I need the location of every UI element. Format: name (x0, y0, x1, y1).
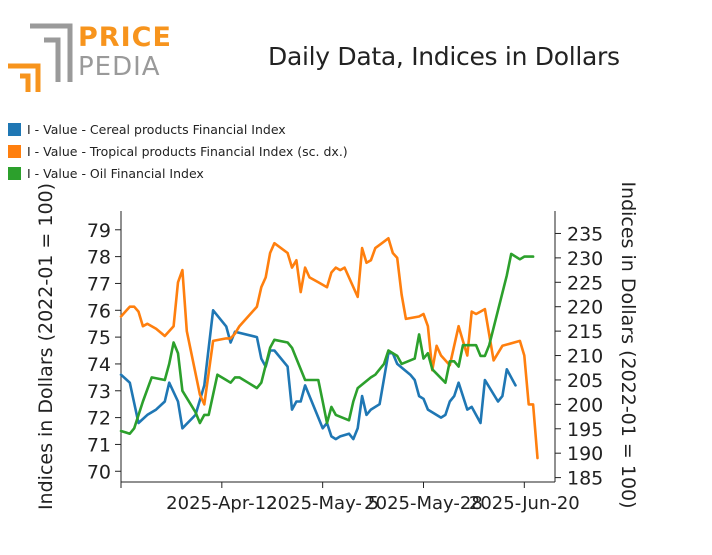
x-tick-label: 2025-Apr-12 (166, 493, 277, 514)
legend-swatch-oil (8, 166, 21, 180)
y-left-tick-label: 77 (87, 273, 111, 295)
legend-label-tropical: I - Value - Tropical products Financial … (27, 143, 348, 159)
y-right-axis-title: Indices in Dollars (2022-01 = 100) (617, 181, 639, 508)
y-left-tick-label: 70 (87, 461, 111, 483)
y-left-tick-label: 71 (87, 434, 111, 456)
series-line-1 (119, 237, 539, 460)
y-right-tick-label: 210 (567, 346, 603, 368)
pricepedia-logo: PRICE PEDIA (8, 22, 171, 92)
y-left-tick-label: 73 (87, 381, 111, 403)
y-right-tick-label: 215 (567, 321, 603, 343)
legend-label-cereal: I - Value - Cereal products Financial In… (27, 121, 286, 137)
x-tick-label: 2025-May- 5 (266, 493, 379, 514)
y-right-tick-label: 220 (567, 297, 603, 319)
x-tick-label: 2025-May-28 (364, 493, 483, 514)
legend-item-cereal[interactable]: I - Value - Cereal products Financial In… (8, 118, 348, 140)
y-left-tick-label: 75 (87, 327, 111, 349)
series-line-2 (119, 252, 535, 436)
y-left-tick-label: 76 (87, 300, 111, 322)
x-tick-label: 2025-Jun-20 (469, 493, 580, 514)
y-left-tick-label: 78 (87, 247, 111, 269)
logo-mark-icon (8, 23, 73, 92)
y-right-tick-label: 230 (567, 248, 603, 270)
chart-title: Daily Data, Indices in Dollars (268, 42, 620, 71)
legend-label-oil: I - Value - Oil Financial Index (27, 165, 204, 181)
legend-item-tropical[interactable]: I - Value - Tropical products Financial … (8, 140, 348, 162)
y-right-tick-label: 225 (567, 272, 603, 294)
legend-swatch-cereal (8, 122, 21, 136)
y-right-tick-label: 235 (567, 223, 603, 245)
y-right-tick-label: 200 (567, 394, 603, 416)
legend-swatch-tropical (8, 144, 21, 158)
y-right-tick-label: 205 (567, 370, 603, 392)
y-right-tick-label: 195 (567, 419, 603, 441)
logo-word-pedia: PEDIA (78, 52, 161, 82)
y-left-tick-label: 72 (87, 408, 111, 430)
y-left-tick-label: 79 (87, 220, 111, 242)
legend-item-oil[interactable]: I - Value - Oil Financial Index (8, 162, 348, 184)
logo-word-price: PRICE (78, 22, 172, 53)
y-left-axis-title: Indices in Dollars (2022-01 = 100) (35, 183, 57, 510)
y-right-tick-label: 190 (567, 443, 603, 465)
chart-legend: I - Value - Cereal products Financial In… (8, 118, 348, 184)
y-left-tick-label: 74 (87, 354, 111, 376)
y-right-tick-label: 185 (567, 468, 603, 490)
